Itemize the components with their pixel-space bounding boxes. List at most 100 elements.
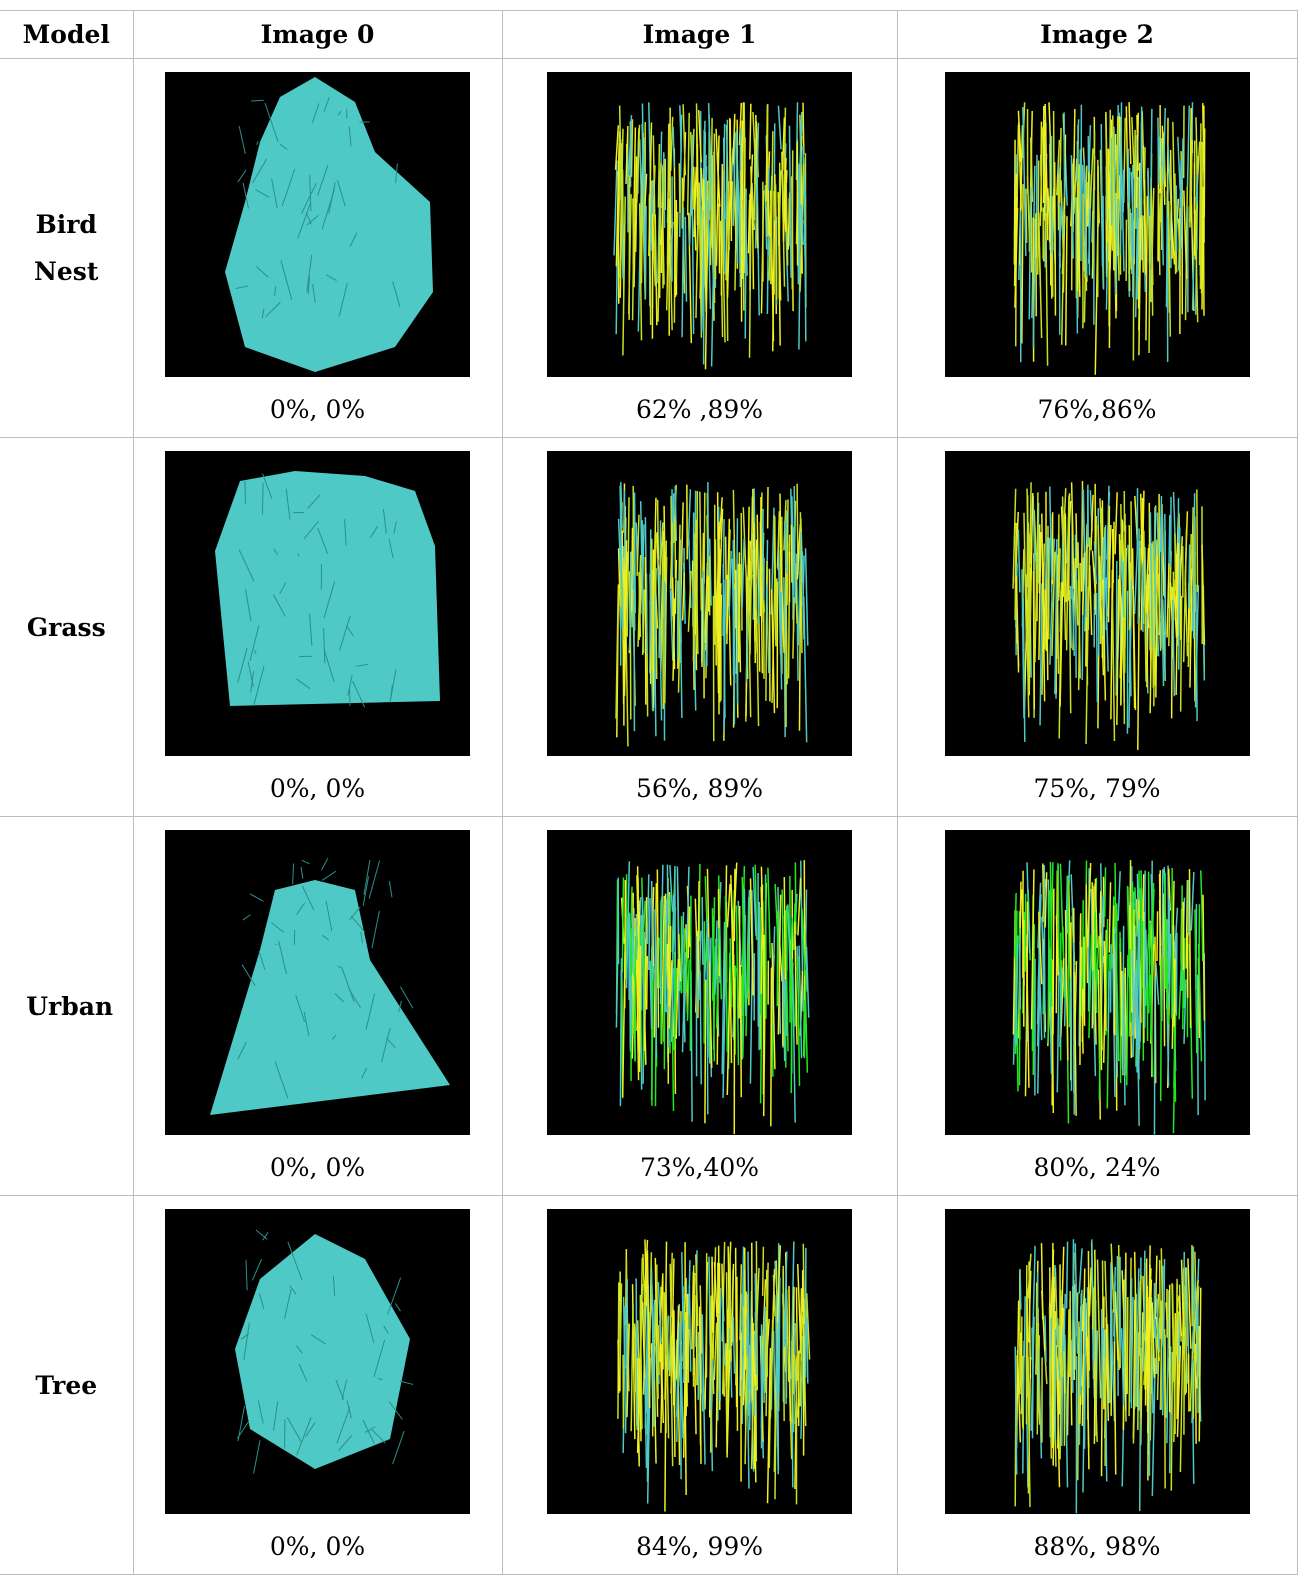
point-stroke (1014, 935, 1019, 1045)
point-stroke (674, 559, 678, 614)
point-stroke (1095, 593, 1098, 703)
point-stroke (644, 517, 648, 654)
header-row: Model Image 0 Image 1 Image 2 (0, 10, 1298, 59)
point-stroke (1070, 573, 1075, 656)
point-stroke (1142, 530, 1147, 682)
model-detail (279, 582, 287, 595)
point-stroke (1056, 600, 1059, 674)
point-stroke (630, 527, 634, 612)
point-stroke (1042, 865, 1045, 1013)
point-stroke (645, 956, 649, 1010)
model-detail (255, 266, 269, 278)
point-stroke (726, 972, 731, 1096)
point-stroke (1106, 971, 1110, 1033)
point-stroke (1081, 1288, 1085, 1332)
model-detail (247, 661, 254, 687)
point-stroke (691, 1271, 695, 1350)
point-stroke (679, 1321, 682, 1480)
point-stroke (653, 593, 657, 737)
model-detail (303, 1011, 310, 1037)
render-image (944, 830, 1250, 1135)
point-stroke (1128, 525, 1131, 628)
point-stroke (1091, 886, 1095, 1029)
point-stroke (1133, 545, 1138, 615)
point-stroke (688, 134, 694, 246)
point-stroke (759, 907, 762, 1015)
point-stroke (1195, 489, 1198, 592)
point-stroke (1088, 1267, 1092, 1317)
point-stroke (765, 584, 770, 674)
point-stroke (1025, 946, 1030, 1088)
point-stroke (1132, 1331, 1137, 1444)
point-stroke (775, 578, 778, 641)
point-stroke (640, 896, 644, 1011)
point-stroke (1031, 495, 1035, 562)
point-stroke (648, 122, 653, 257)
point-stroke (620, 481, 623, 528)
point-stroke (709, 137, 712, 185)
point-stroke (742, 507, 747, 568)
point-stroke (1077, 211, 1081, 297)
point-stroke (1188, 568, 1193, 688)
model-detail (337, 965, 341, 969)
point-stroke (687, 489, 692, 546)
point-stroke (1137, 162, 1140, 309)
caption: 84%, 99% (635, 1532, 764, 1561)
point-stroke (1122, 973, 1126, 1106)
point-stroke (1055, 1356, 1060, 1415)
point-stroke (800, 204, 804, 245)
point-stroke (664, 1355, 667, 1512)
point-stroke (1137, 919, 1140, 1050)
point-stroke (1032, 218, 1036, 348)
point-stroke (644, 556, 647, 705)
model-name: Grass (26, 612, 106, 642)
point-stroke (1182, 1335, 1186, 1395)
point-stroke (740, 512, 743, 631)
model-detail (311, 103, 320, 124)
point-stroke (1171, 880, 1175, 931)
model-detail (325, 900, 333, 932)
point-stroke (1031, 924, 1035, 1075)
point-stroke (1027, 1270, 1032, 1343)
point-stroke (1078, 913, 1081, 1065)
point-stroke (797, 877, 802, 936)
model-shape (225, 77, 433, 372)
point-stroke (755, 1267, 760, 1332)
point-stroke (1177, 1314, 1180, 1364)
model-detail (322, 934, 330, 941)
point-stroke (1092, 131, 1095, 219)
model-cell: Bird Nest (0, 58, 134, 438)
point-stroke (1145, 585, 1149, 629)
model-detail (258, 951, 266, 970)
point-stroke (1058, 967, 1063, 1047)
model-detail (334, 993, 345, 1003)
point-stroke (1028, 187, 1031, 320)
point-stroke (736, 1276, 739, 1431)
point-stroke (1139, 870, 1143, 988)
image-cell: 84%, 99% (501, 1195, 898, 1575)
point-stroke (1137, 1275, 1142, 1356)
model-detail (257, 1400, 264, 1424)
model-detail (252, 158, 268, 184)
point-stroke (703, 919, 709, 981)
point-stroke (1160, 1248, 1164, 1347)
point-stroke (1173, 907, 1178, 959)
model-shape (210, 880, 450, 1115)
point-stroke (1162, 108, 1166, 183)
point-stroke (670, 493, 675, 622)
image-cell: 73%,40% (501, 816, 898, 1196)
point-stroke (652, 1305, 655, 1427)
point-stroke (1109, 944, 1112, 1013)
point-stroke (799, 1288, 803, 1354)
point-stroke (770, 1319, 774, 1399)
point-stroke (650, 966, 655, 1101)
model-detail (360, 931, 363, 944)
point-stroke (776, 1245, 782, 1323)
point-stroke (1056, 971, 1060, 1093)
model-detail (296, 1417, 312, 1456)
point-stroke (710, 1358, 714, 1411)
render-image (165, 72, 470, 377)
point-stroke (1179, 595, 1182, 712)
point-stroke (653, 1309, 657, 1362)
point-stroke (764, 185, 768, 250)
